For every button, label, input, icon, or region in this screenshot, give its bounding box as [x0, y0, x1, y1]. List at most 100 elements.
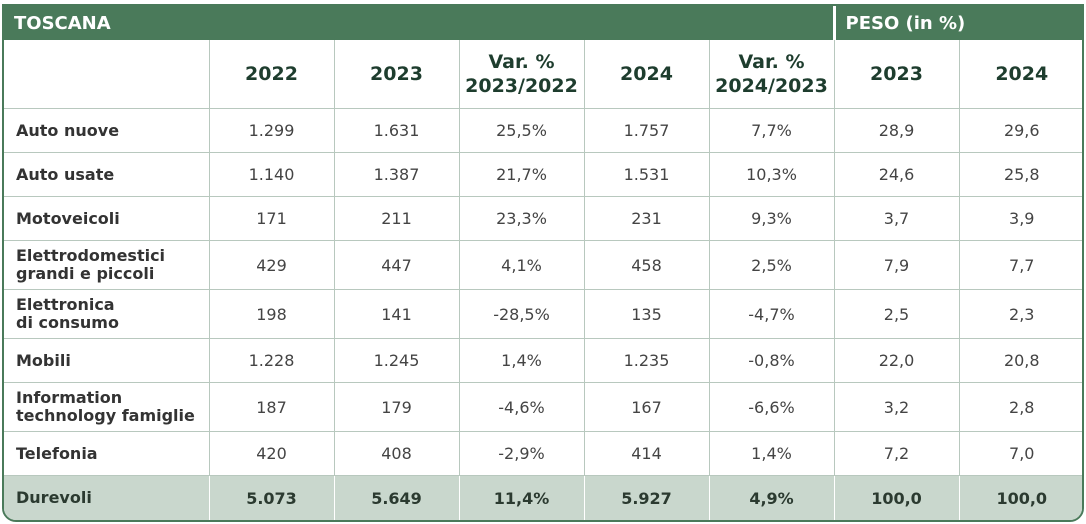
- header-empty: [4, 40, 210, 109]
- cell-2022: 171: [209, 196, 335, 241]
- cell-var1: 25,5%: [459, 108, 585, 153]
- row-label-line1: Elettrodomestici: [16, 246, 166, 265]
- cell-2023: 1.387: [334, 152, 460, 197]
- cell-peso-2023: 28,9: [834, 108, 960, 153]
- row-label: Telefonia: [4, 431, 210, 476]
- row-label: Mobili: [4, 338, 210, 383]
- table-row: Elettronica di consumo 198 141 -28,5% 135…: [4, 289, 1082, 339]
- row-label: Elettronica di consumo: [4, 289, 210, 339]
- cell-var1: 23,3%: [459, 196, 585, 241]
- row-label-line1: Mobili: [16, 350, 71, 370]
- row-label-line1: Elettronica: [16, 295, 115, 314]
- cell-var2: -6,6%: [709, 382, 835, 432]
- cell-peso-2024: 7,7: [959, 240, 1082, 290]
- row-label-line1: Telefonia: [16, 443, 98, 463]
- table-row: Mobili 1.228 1.245 1,4% 1.235 -0,8% 22,0…: [4, 338, 1082, 383]
- header-peso-2023: 2023: [834, 40, 960, 109]
- cell-var2: -0,8%: [709, 338, 835, 383]
- header-2022: 2022: [209, 40, 335, 109]
- total-2022: 5.073: [209, 475, 335, 520]
- table-row: Auto nuove 1.299 1.631 25,5% 1.757 7,7% …: [4, 108, 1082, 153]
- cell-var2: 1,4%: [709, 431, 835, 476]
- cell-peso-2024: 2,8: [959, 382, 1082, 432]
- cell-2023: 1.245: [334, 338, 460, 383]
- header-var1-line2: 2023/2022: [465, 75, 578, 97]
- row-label: Elettrodomestici grandi e piccoli: [4, 240, 210, 290]
- row-label-line1: Information: [16, 388, 123, 407]
- total-peso-2024: 100,0: [959, 475, 1082, 520]
- cell-2023: 408: [334, 431, 460, 476]
- header-row: 2022 2023 Var. % 2023/2022 2024 Var. % 202…: [4, 40, 1082, 109]
- cell-peso-2024: 7,0: [959, 431, 1082, 476]
- row-label-line1: Motoveicoli: [16, 208, 120, 228]
- cell-peso-2024: 20,8: [959, 338, 1082, 383]
- cell-var1: 21,7%: [459, 152, 585, 197]
- cell-var2: 10,3%: [709, 152, 835, 197]
- cell-2023: 211: [334, 196, 460, 241]
- cell-2024: 231: [584, 196, 710, 241]
- cell-2022: 420: [209, 431, 335, 476]
- table-row: Telefonia 420 408 -2,9% 414 1,4% 7,2 7,0: [4, 431, 1082, 476]
- cell-peso-2023: 7,9: [834, 240, 960, 290]
- cell-peso-2023: 3,2: [834, 382, 960, 432]
- cell-2022: 1.299: [209, 108, 335, 153]
- cell-2024: 1.757: [584, 108, 710, 153]
- cell-2022: 198: [209, 289, 335, 339]
- total-label: Durevoli: [4, 475, 210, 520]
- cell-var2: -4,7%: [709, 289, 835, 339]
- total-2023: 5.649: [334, 475, 460, 520]
- row-label: Auto nuove: [4, 108, 210, 153]
- cell-var1: -28,5%: [459, 289, 585, 339]
- header-var-2024-2023: Var. % 2024/2023: [709, 40, 835, 109]
- cell-2023: 141: [334, 289, 460, 339]
- cell-peso-2023: 22,0: [834, 338, 960, 383]
- cell-var1: 1,4%: [459, 338, 585, 383]
- header-var2-line2: 2024/2023: [715, 75, 828, 97]
- cell-2022: 187: [209, 382, 335, 432]
- cell-var2: 7,7%: [709, 108, 835, 153]
- cell-var1: 4,1%: [459, 240, 585, 290]
- table-row: Information technology famiglie 187 179 -…: [4, 382, 1082, 432]
- table-row: Elettrodomestici grandi e piccoli 429 447…: [4, 240, 1082, 290]
- total-var2: 4,9%: [709, 475, 835, 520]
- cell-2022: 1.228: [209, 338, 335, 383]
- cell-2024: 1.531: [584, 152, 710, 197]
- row-label-line1: Auto usate: [16, 164, 115, 184]
- title-row: TOSCANA PESO (in %): [4, 6, 1082, 40]
- cell-peso-2023: 2,5: [834, 289, 960, 339]
- cell-2023: 179: [334, 382, 460, 432]
- cell-peso-2023: 3,7: [834, 196, 960, 241]
- cell-2023: 447: [334, 240, 460, 290]
- cell-2024: 167: [584, 382, 710, 432]
- cell-peso-2023: 7,2: [834, 431, 960, 476]
- cell-var2: 2,5%: [709, 240, 835, 290]
- row-label-line2: di consumo: [16, 313, 119, 332]
- cell-2022: 1.140: [209, 152, 335, 197]
- cell-peso-2024: 2,3: [959, 289, 1082, 339]
- row-label-line2: grandi e piccoli: [16, 264, 155, 283]
- cell-2023: 1.631: [334, 108, 460, 153]
- cell-peso-2024: 3,9: [959, 196, 1082, 241]
- row-label-line1: Auto nuove: [16, 120, 120, 140]
- peso-title: PESO (in %): [832, 6, 1082, 40]
- cell-2024: 1.235: [584, 338, 710, 383]
- row-label-line2: technology famiglie: [16, 406, 195, 425]
- cell-peso-2023: 24,6: [834, 152, 960, 197]
- header-var1-line1: Var. %: [488, 51, 555, 73]
- total-row: Durevoli 5.073 5.649 11,4% 5.927 4,9% 10…: [4, 475, 1082, 520]
- header-2024: 2024: [584, 40, 710, 109]
- cell-2024: 458: [584, 240, 710, 290]
- cell-peso-2024: 29,6: [959, 108, 1082, 153]
- row-label: Auto usate: [4, 152, 210, 197]
- row-label: Motoveicoli: [4, 196, 210, 241]
- table-row: Auto usate 1.140 1.387 21,7% 1.531 10,3%…: [4, 152, 1082, 197]
- total-peso-2023: 100,0: [834, 475, 960, 520]
- table-row: Motoveicoli 171 211 23,3% 231 9,3% 3,7 3…: [4, 196, 1082, 241]
- data-table: TOSCANA PESO (in %) 2022 2023 Var. % 2023…: [4, 6, 1082, 520]
- cell-var2: 9,3%: [709, 196, 835, 241]
- total-2024: 5.927: [584, 475, 710, 520]
- region-title: TOSCANA: [4, 6, 834, 40]
- header-peso-2024: 2024: [959, 40, 1082, 109]
- header-2023: 2023: [334, 40, 460, 109]
- cell-2024: 414: [584, 431, 710, 476]
